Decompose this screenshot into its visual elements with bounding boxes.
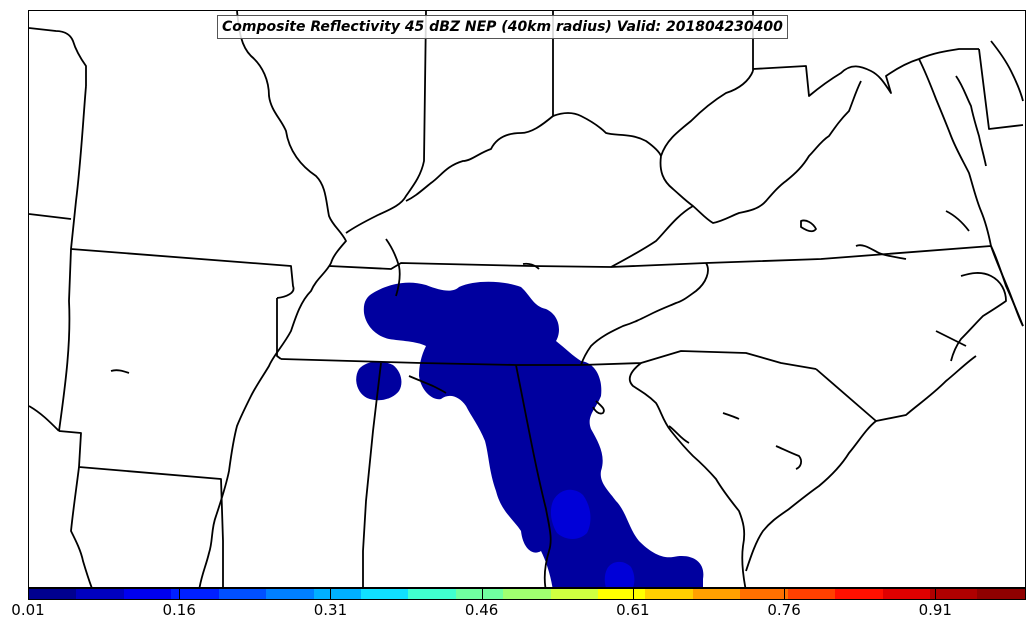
border-line (610, 205, 694, 268)
boundaries (29, 11, 1024, 587)
colorbar-segment (977, 589, 1025, 599)
border-line (328, 262, 707, 270)
colorbar-tick (28, 588, 29, 600)
border-line (659, 80, 862, 224)
colorbar-segment (171, 589, 219, 599)
colorbar-tick-label: 0.91 (918, 601, 952, 619)
probability-region-inner-1 (550, 489, 591, 539)
colorbar-segment (835, 589, 883, 599)
colorbar-tick (632, 588, 634, 600)
coastline (950, 272, 1007, 362)
lake (385, 238, 401, 297)
border-line (70, 248, 295, 299)
map-canvas (29, 11, 1024, 587)
border-line (705, 245, 1024, 327)
colorbar-tick (481, 588, 483, 600)
border-line (552, 112, 662, 157)
colorbar-segment (123, 589, 172, 599)
colorbar-segment (550, 589, 599, 599)
colorbar-tick-label: 0.61 (616, 601, 650, 619)
colorbar-segment (455, 589, 504, 599)
lake (592, 400, 605, 415)
border-line (978, 48, 1024, 130)
border-line (362, 362, 382, 587)
colorbar-tick-label: 0.16 (162, 601, 196, 619)
river-mississippi (198, 11, 347, 587)
lake (722, 412, 740, 420)
colorbar-segment (313, 589, 361, 599)
colorbar-tick-label: 0.01 (11, 601, 45, 619)
colorbar-segment (76, 589, 124, 599)
colorbar-tick-label: 0.76 (767, 601, 801, 619)
colorbar-tick-label: 0.31 (313, 601, 348, 619)
border-line (405, 11, 554, 202)
border-line (752, 48, 979, 97)
border-line (345, 11, 427, 234)
coastline (745, 420, 877, 572)
border-line (580, 262, 709, 366)
probability-region-main (363, 281, 704, 587)
colorbar-tick (935, 588, 937, 600)
colorbar-segment (787, 589, 836, 599)
colorbar (28, 588, 1026, 600)
colorbar-segment (360, 589, 409, 599)
border-line (58, 430, 224, 587)
colorbar-segment (218, 589, 267, 599)
lake (522, 262, 540, 270)
border-line (660, 70, 754, 157)
lake (855, 244, 907, 260)
border-line (29, 405, 60, 432)
border-line (29, 213, 72, 220)
colorbar-segment (740, 589, 788, 599)
probability-region-inner-2 (604, 562, 635, 587)
colorbar-segment (930, 589, 978, 599)
border-line (276, 298, 282, 360)
colorbar-tick (330, 588, 332, 600)
border-line (515, 364, 552, 587)
border-line (29, 27, 87, 86)
lake (800, 219, 817, 233)
lake (668, 425, 690, 444)
lake (775, 445, 803, 470)
colorbar-segment (503, 589, 551, 599)
border-line (628, 362, 747, 587)
coastline (955, 75, 987, 167)
colorbar-segment (29, 589, 77, 599)
colorbar-tick (784, 588, 786, 600)
colorbar-segment (692, 589, 741, 599)
map-title: Composite Reflectivity 45 dBZ NEP (40km … (217, 15, 788, 39)
lake (110, 369, 130, 374)
coastline (918, 58, 992, 247)
colorbar-tick-label: 0.46 (464, 601, 499, 619)
colorbar-segment (882, 589, 931, 599)
map-panel (28, 10, 1026, 588)
colorbar-tick (179, 588, 181, 600)
border-line (815, 355, 977, 422)
colorbar-segment (266, 589, 314, 599)
lake (945, 210, 970, 232)
coastline (990, 40, 1024, 102)
lake (935, 330, 967, 347)
colorbar-segment (598, 589, 646, 599)
colorbar-segment (408, 589, 456, 599)
border-line (58, 85, 87, 432)
coastline (990, 245, 1024, 327)
lake (408, 375, 447, 394)
border-line (70, 466, 93, 587)
colorbar-segment (645, 589, 693, 599)
